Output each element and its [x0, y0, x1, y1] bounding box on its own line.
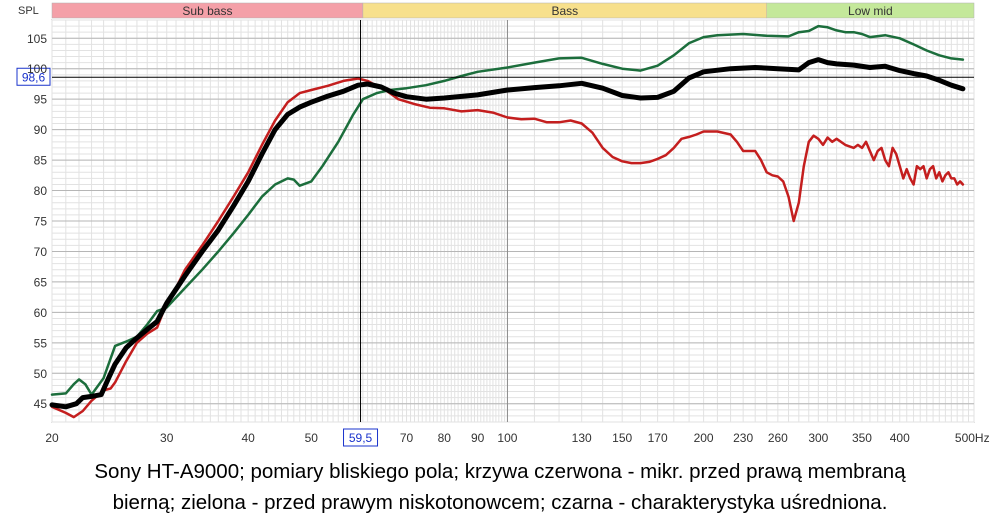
- band-low-mid: [766, 2, 975, 19]
- chart-caption: Sony HT-A9000; pomiary bliskiego pola; k…: [0, 456, 1000, 518]
- y-tick-label: 90: [34, 123, 48, 137]
- x-tick-label: 150: [612, 431, 632, 445]
- x-tick-label: 500Hz: [955, 431, 990, 445]
- y-tick-label: 60: [34, 306, 48, 320]
- caption-line-2: bierną; zielona - przed prawym niskotono…: [112, 491, 888, 514]
- x-tick-label: 90: [471, 431, 485, 445]
- band-label-bass: Bass: [551, 4, 578, 18]
- x-tick-label: 80: [438, 431, 452, 445]
- x-tick-label: 350: [852, 431, 872, 445]
- y-tick-label: 70: [34, 245, 48, 259]
- y-tick-label: 80: [34, 184, 48, 198]
- y-tick-label: 95: [34, 93, 48, 107]
- x-tick-label: 20: [45, 431, 59, 445]
- cursor-x-box: [343, 428, 379, 447]
- frequency-bands: Sub bass Bass Low mid: [51, 2, 975, 19]
- y-tick-label: 75: [34, 215, 48, 229]
- x-tick-label: 170: [648, 431, 668, 445]
- x-tick-label: 400: [890, 431, 910, 445]
- cursor-x-label: 59,5: [349, 431, 373, 445]
- x-tick-label: 300: [808, 431, 828, 445]
- series-layer: [49, 24, 966, 419]
- y-axis-ticks: 45 50 55 60 65 70 75 80 85 90 95 100 105: [27, 32, 47, 411]
- cursor-y-box: [16, 67, 51, 86]
- cursor: 98,6 59,5: [16, 20, 974, 447]
- y-tick-label: 55: [34, 336, 48, 350]
- cursor-y-label: 98,6: [22, 70, 46, 84]
- x-tick-label: 130: [572, 431, 592, 445]
- x-tick-label: 230: [733, 431, 753, 445]
- band-label-low-mid: Low mid: [848, 4, 893, 18]
- y-tick-label: 45: [34, 397, 48, 411]
- y-tick-label: 50: [34, 367, 48, 381]
- caption-line-1: Sony HT-A9000; pomiary bliskiego pola; k…: [94, 460, 906, 483]
- series-line-2: [50, 24, 965, 396]
- x-axis-ticks: 20 30 40 50 70 80 90 100 130 150 170 200 230 260 300 35…: [45, 431, 989, 445]
- x-tick-label: 30: [160, 431, 174, 445]
- x-tick-label: 260: [768, 431, 788, 445]
- x-tick-label: 50: [305, 431, 319, 445]
- y-axis-label: SPL: [18, 5, 39, 17]
- series-line-1: [50, 77, 965, 419]
- y-tick-label: 100: [27, 62, 47, 76]
- x-tick-label: 70: [400, 431, 414, 445]
- major-grid: [52, 20, 974, 422]
- frequency-response-chart: Sub bass Bass Low mid 98,6 59,5 45 50 55 60 65 7…: [16, 2, 990, 447]
- series-line-3: [49, 57, 966, 410]
- band-label-sub-bass: Sub bass: [182, 4, 232, 18]
- y-tick-label: 105: [27, 32, 47, 46]
- x-tick-label: 100: [497, 431, 517, 445]
- x-tick-label: 40: [241, 431, 255, 445]
- x-tick-label: 200: [694, 431, 714, 445]
- y-tick-label: 85: [34, 154, 48, 168]
- y-tick-label: 65: [34, 275, 48, 289]
